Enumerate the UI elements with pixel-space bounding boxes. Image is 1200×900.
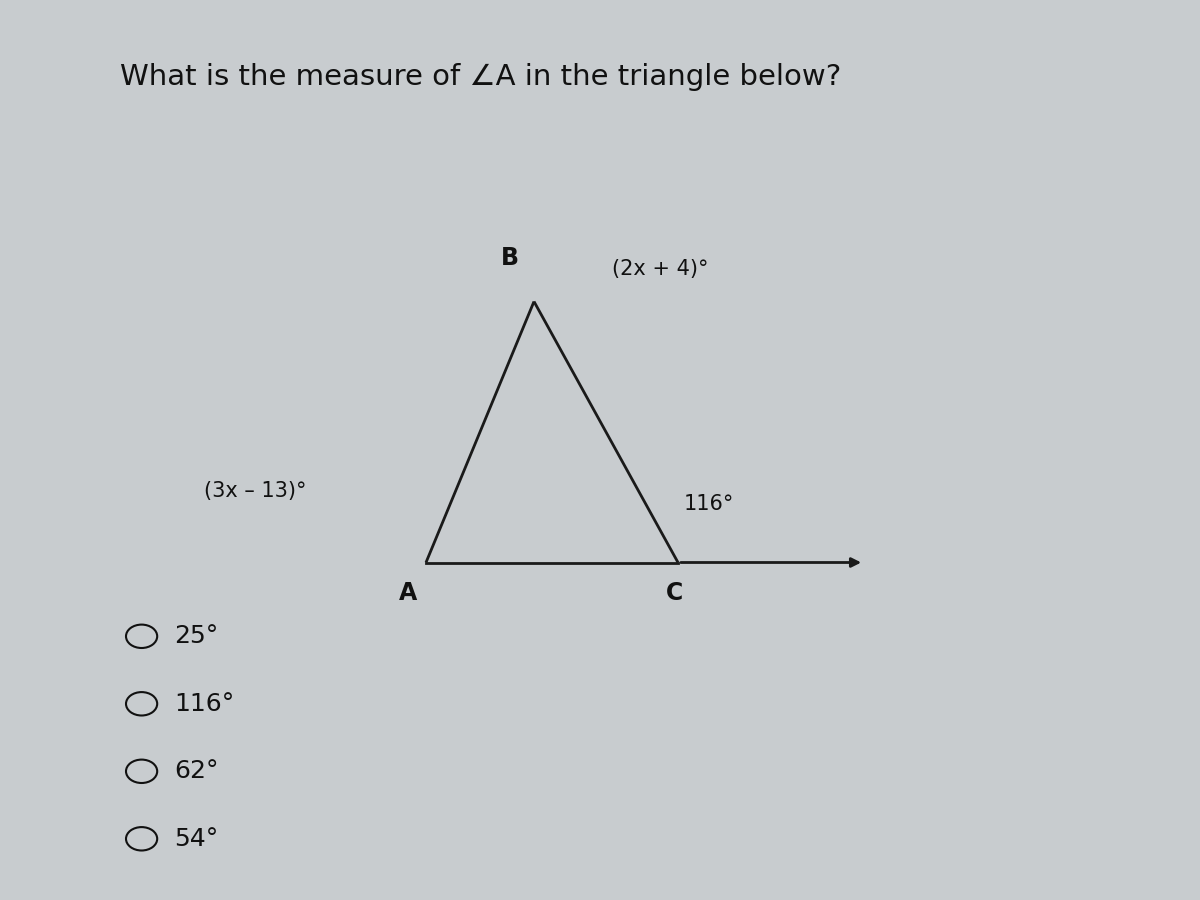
Text: What is the measure of ∠A in the triangle below?: What is the measure of ∠A in the triangl…: [120, 63, 841, 91]
Text: 54°: 54°: [174, 827, 218, 850]
Text: 116°: 116°: [174, 692, 234, 716]
Text: A: A: [398, 580, 418, 605]
Text: (3x – 13)°: (3x – 13)°: [204, 481, 306, 500]
Text: 25°: 25°: [174, 625, 218, 648]
Text: (2x + 4)°: (2x + 4)°: [612, 259, 708, 279]
Text: 116°: 116°: [684, 494, 734, 514]
Text: C: C: [666, 580, 683, 605]
Text: 62°: 62°: [174, 760, 218, 783]
Text: B: B: [500, 246, 518, 270]
